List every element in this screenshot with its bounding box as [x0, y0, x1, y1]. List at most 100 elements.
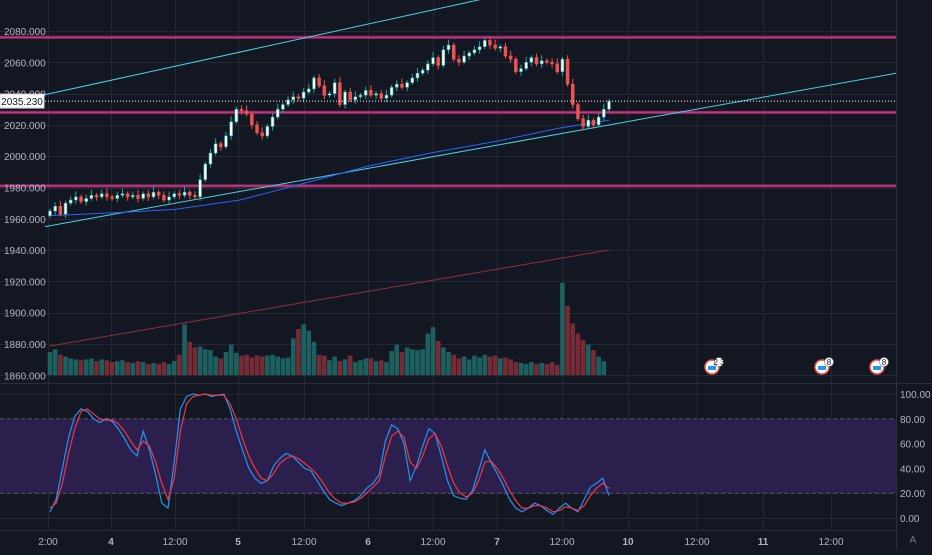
- candle-body[interactable]: [348, 91, 352, 101]
- candle-body[interactable]: [79, 196, 83, 202]
- volume-bar[interactable]: [109, 362, 115, 375]
- candle-body[interactable]: [451, 44, 456, 60]
- channel-lower-line[interactable]: [44, 72, 897, 228]
- candle-body[interactable]: [203, 163, 208, 180]
- candle-body[interactable]: [286, 99, 290, 105]
- candle-body[interactable]: [172, 193, 176, 198]
- candle-body[interactable]: [565, 58, 570, 85]
- volume-bar[interactable]: [399, 352, 405, 375]
- candle-body[interactable]: [84, 198, 88, 202]
- volume-bar[interactable]: [591, 350, 596, 375]
- volume-bar[interactable]: [228, 344, 234, 375]
- volume-bar[interactable]: [130, 363, 136, 375]
- candle-body[interactable]: [358, 94, 363, 98]
- volume-bar[interactable]: [441, 347, 446, 375]
- candle-body[interactable]: [508, 55, 513, 60]
- candle-body[interactable]: [555, 63, 559, 72]
- volume-bar[interactable]: [425, 333, 431, 375]
- volume-bar[interactable]: [270, 354, 275, 375]
- candle-body[interactable]: [410, 77, 415, 83]
- volume-bar[interactable]: [89, 358, 94, 375]
- candle-body[interactable]: [239, 108, 244, 112]
- volume-bar[interactable]: [146, 363, 151, 375]
- candle-body[interactable]: [529, 57, 534, 63]
- candle-body[interactable]: [250, 113, 254, 126]
- candle-body[interactable]: [498, 46, 503, 49]
- candle-body[interactable]: [213, 143, 218, 154]
- volume-bar[interactable]: [430, 327, 436, 375]
- candle-body[interactable]: [441, 49, 446, 66]
- candle-body[interactable]: [560, 58, 565, 72]
- candle-body[interactable]: [244, 110, 249, 115]
- candle-body[interactable]: [374, 93, 378, 96]
- volume-bar[interactable]: [306, 330, 312, 375]
- volume-bar[interactable]: [244, 354, 249, 375]
- volume-bar[interactable]: [575, 333, 581, 375]
- candle-body[interactable]: [151, 191, 156, 198]
- volume-bar[interactable]: [586, 344, 591, 375]
- stochastic-k-line[interactable]: [49, 393, 610, 516]
- candle-body[interactable]: [120, 193, 125, 196]
- volume-bar[interactable]: [368, 358, 374, 375]
- volume-bar[interactable]: [316, 354, 322, 375]
- volume-bar[interactable]: [52, 349, 58, 375]
- candle-body[interactable]: [395, 83, 399, 88]
- candle-body[interactable]: [229, 121, 233, 137]
- volume-bar[interactable]: [285, 357, 291, 375]
- candle-body[interactable]: [426, 63, 430, 71]
- candle-body[interactable]: [276, 108, 280, 118]
- candle-body[interactable]: [270, 116, 275, 127]
- candle-body[interactable]: [431, 57, 435, 65]
- volume-bar[interactable]: [249, 357, 255, 375]
- candle-body[interactable]: [343, 91, 347, 105]
- candle-body[interactable]: [162, 195, 166, 201]
- candle-body[interactable]: [58, 205, 63, 215]
- volume-bar[interactable]: [311, 341, 317, 375]
- volume-bar[interactable]: [125, 362, 130, 375]
- volume-bar[interactable]: [322, 355, 327, 375]
- candle-body[interactable]: [379, 93, 383, 99]
- volume-bar[interactable]: [265, 355, 270, 375]
- volume-bar[interactable]: [477, 357, 482, 375]
- auto-scale-button[interactable]: A: [905, 531, 921, 547]
- candle-body[interactable]: [353, 96, 358, 101]
- candle-body[interactable]: [193, 195, 197, 198]
- candle-body[interactable]: [156, 191, 161, 196]
- candle-body[interactable]: [539, 60, 544, 65]
- volume-bar[interactable]: [596, 356, 601, 375]
- volume-bar[interactable]: [534, 363, 539, 375]
- candle-body[interactable]: [519, 68, 523, 72]
- candle-body[interactable]: [105, 193, 109, 198]
- volume-bar[interactable]: [394, 344, 400, 375]
- volume-bar[interactable]: [140, 362, 146, 375]
- volume-bar[interactable]: [435, 340, 441, 375]
- volume-bar[interactable]: [182, 324, 187, 375]
- volume-bar[interactable]: [337, 361, 343, 375]
- event-marker[interactable]: 2 3: [704, 357, 725, 375]
- volume-bar[interactable]: [296, 329, 301, 375]
- event-marker[interactable]: 8: [814, 357, 834, 375]
- volume-bar[interactable]: [161, 362, 167, 375]
- oscillator-pane[interactable]: [0, 393, 896, 516]
- candle-body[interactable]: [110, 196, 114, 199]
- candle-body[interactable]: [322, 85, 327, 96]
- volume-bar[interactable]: [482, 354, 488, 375]
- candle-body[interactable]: [534, 57, 539, 65]
- volume-bar[interactable]: [492, 355, 498, 375]
- candle-body[interactable]: [188, 191, 192, 196]
- candle-body[interactable]: [472, 49, 477, 54]
- auto-scale-circle[interactable]: [905, 531, 921, 547]
- candle-body[interactable]: [571, 83, 575, 105]
- volume-bar[interactable]: [208, 350, 213, 375]
- auto-scale-label[interactable]: A: [910, 535, 917, 546]
- volume-bar[interactable]: [171, 361, 177, 375]
- candle-body[interactable]: [338, 82, 342, 105]
- volume-bar[interactable]: [177, 354, 182, 375]
- candle-body[interactable]: [462, 55, 466, 63]
- volume-bar[interactable]: [218, 358, 224, 375]
- candle-body[interactable]: [94, 195, 99, 198]
- candle-body[interactable]: [550, 61, 554, 65]
- candle-body[interactable]: [389, 87, 394, 96]
- candle-body[interactable]: [415, 72, 420, 79]
